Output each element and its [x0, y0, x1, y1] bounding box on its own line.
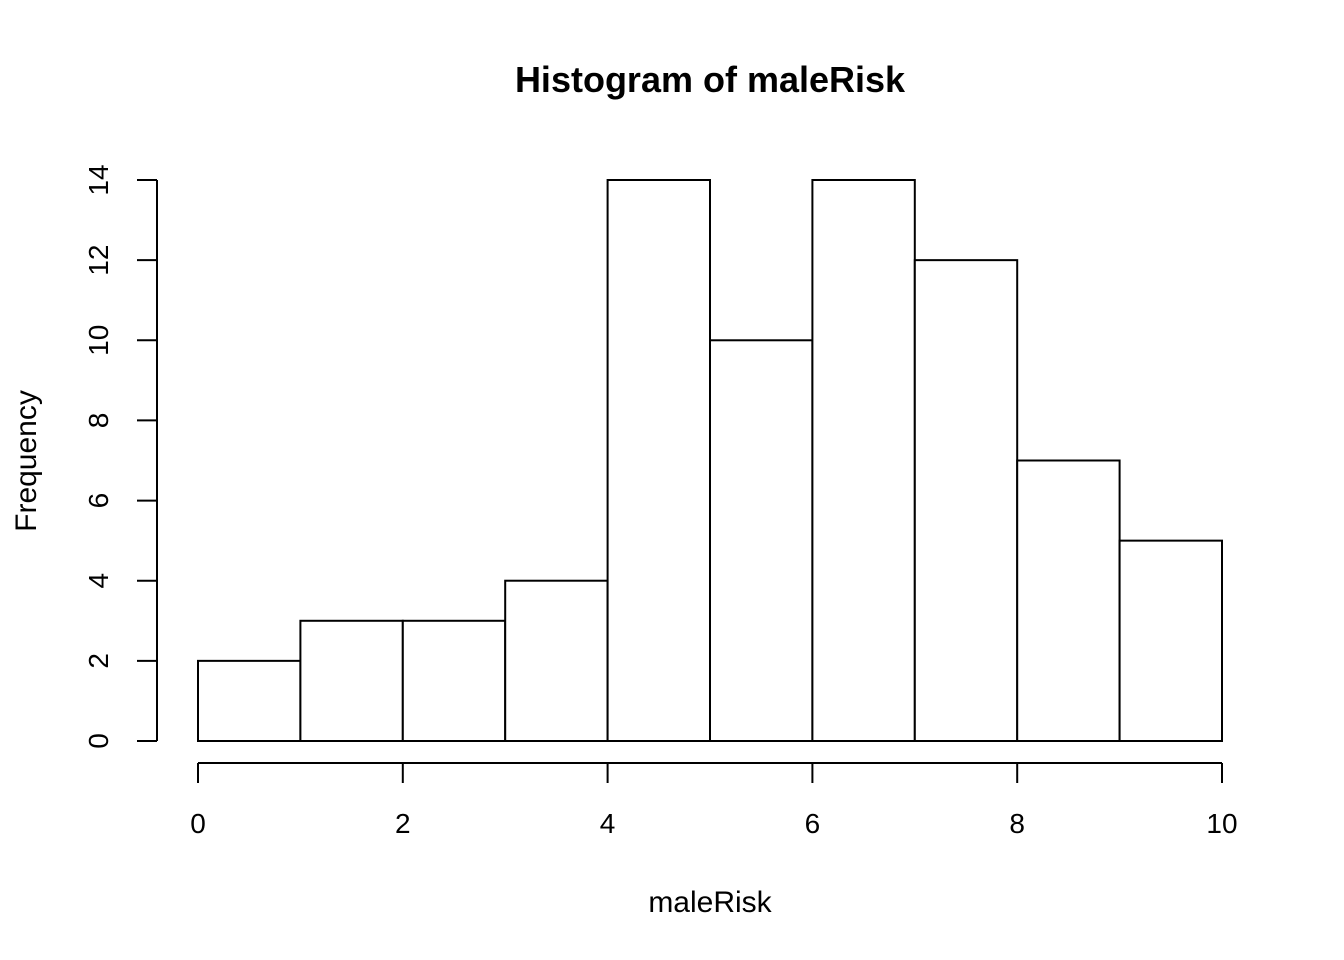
- y-tick-label: 4: [83, 573, 114, 589]
- histogram-bar-0: [197, 659, 302, 742]
- x-tick-label: 0: [190, 808, 206, 839]
- histogram-bar-3: [504, 579, 609, 743]
- y-tick-label: 2: [83, 653, 114, 669]
- histogram-bar-8: [1016, 459, 1121, 742]
- x-tick-label: 8: [1009, 808, 1025, 839]
- x-axis: 0 2 4 6 8 10: [190, 762, 1238, 839]
- histogram-bar-7: [913, 259, 1019, 742]
- histogram-bar-9: [1118, 539, 1223, 743]
- x-axis-label: maleRisk: [648, 886, 772, 919]
- y-tick-label: 14: [83, 164, 114, 195]
- y-tick-label: 0: [83, 733, 114, 749]
- y-tick-label: 8: [83, 413, 114, 429]
- y-tick-label: 10: [83, 325, 114, 356]
- y-axis-label: Frequency: [10, 390, 43, 532]
- y-axis: 0 2 4 6 8 10 12 14: [83, 164, 158, 749]
- x-tick-label: 6: [805, 808, 821, 839]
- histogram-bar-5: [709, 339, 814, 742]
- histogram-bar-6: [811, 179, 916, 742]
- x-tick-label: 2: [395, 808, 411, 839]
- histogram-bar-2: [401, 619, 507, 742]
- y-tick-label: 6: [83, 493, 114, 509]
- histogram-bar-1: [299, 619, 404, 742]
- y-tick-label: 12: [83, 245, 114, 276]
- histogram-bar-4: [606, 179, 711, 742]
- bars-group: [197, 179, 1223, 743]
- x-tick-label: 4: [600, 808, 616, 839]
- x-tick-label: 10: [1206, 808, 1237, 839]
- chart-title: Histogram of maleRisk: [515, 59, 906, 100]
